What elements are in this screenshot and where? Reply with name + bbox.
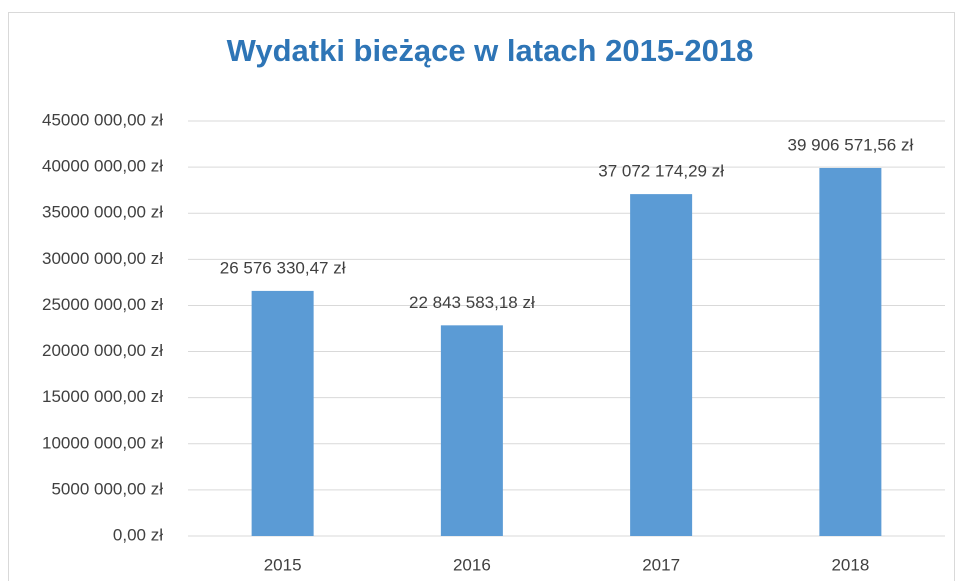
- y-tick-label: 45000 000,00 zł: [42, 110, 163, 129]
- value-label: 39 906 571,56 zł: [788, 135, 914, 154]
- y-tick-label: 35000 000,00 zł: [42, 203, 163, 222]
- y-tick-label: 15000 000,00 zł: [42, 387, 163, 406]
- bar: [630, 194, 693, 536]
- bar: [440, 325, 503, 536]
- value-label: 37 072 174,29 zł: [598, 162, 724, 181]
- x-tick-label: 2016: [453, 555, 491, 574]
- x-tick-label: 2017: [642, 555, 680, 574]
- y-tick-label: 10000 000,00 zł: [42, 433, 163, 452]
- y-tick-label: 0,00 zł: [113, 525, 163, 544]
- bar: [819, 167, 882, 537]
- y-tick-label: 40000 000,00 zł: [42, 157, 163, 176]
- y-tick-label: 5000 000,00 zł: [51, 479, 163, 498]
- x-tick-label: 2015: [264, 555, 302, 574]
- value-label: 26 576 330,47 zł: [220, 258, 346, 277]
- value-label: 22 843 583,18 zł: [409, 293, 535, 312]
- bar: [251, 290, 314, 536]
- x-tick-label: 2018: [831, 555, 869, 574]
- y-tick-label: 20000 000,00 zł: [42, 341, 163, 360]
- y-tick-label: 25000 000,00 zł: [42, 295, 163, 314]
- y-tick-label: 30000 000,00 zł: [42, 249, 163, 268]
- chart-title: Wydatki bieżące w latach 2015-2018: [227, 33, 754, 68]
